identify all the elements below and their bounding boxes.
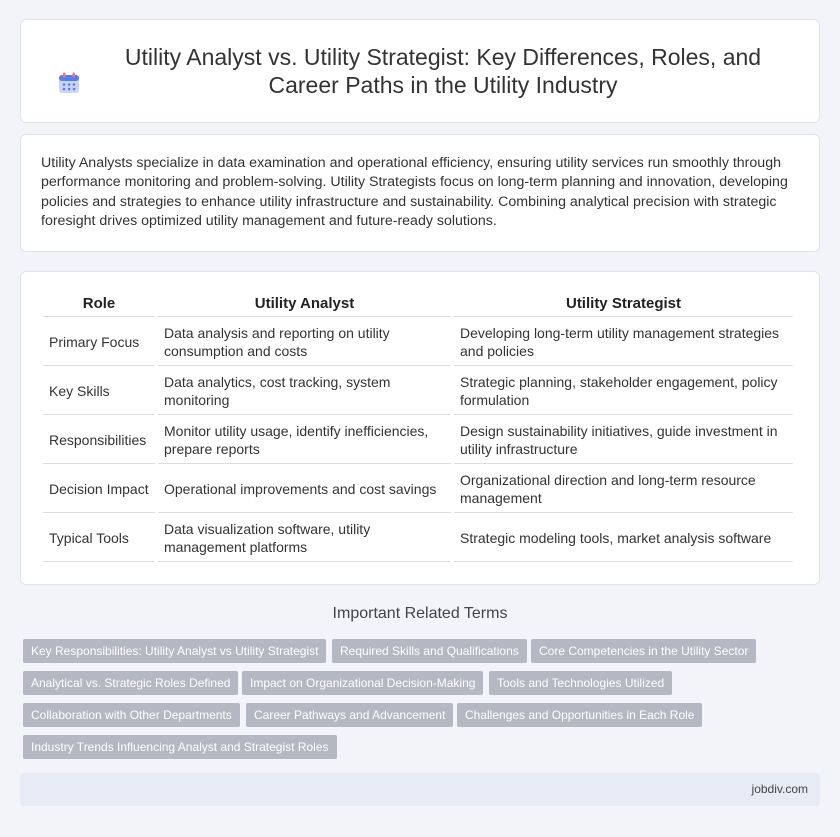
header-card: Utility Analyst vs. Utility Strategist: …: [20, 19, 820, 123]
strategist-cell: Strategic modeling tools, market analysi…: [454, 514, 793, 562]
header-analyst: Utility Analyst: [158, 291, 451, 317]
analyst-cell: Data visualization software, utility man…: [158, 514, 451, 562]
related-term-tag[interactable]: Collaboration with Other Departments: [23, 703, 240, 727]
row-label: Primary Focus: [43, 318, 155, 366]
table-row: Typical Tools Data visualization softwar…: [43, 514, 793, 562]
related-term-tag[interactable]: Challenges and Opportunities in Each Rol…: [457, 703, 703, 727]
related-term-tag[interactable]: Tools and Technologies Utilized: [489, 671, 673, 695]
analyst-cell: Monitor utility usage, identify ineffici…: [158, 416, 451, 464]
related-term-tag[interactable]: Industry Trends Influencing Analyst and …: [23, 735, 337, 759]
related-term-tag[interactable]: Analytical vs. Strategic Roles Defined: [23, 671, 239, 695]
table-row: Decision Impact Operational improvements…: [43, 465, 793, 513]
related-terms-title: Important Related Terms: [332, 605, 508, 622]
related-term-tag[interactable]: Key Responsibilities: Utility Analyst vs…: [23, 639, 327, 663]
related-term-tag[interactable]: Impact on Organizational Decision-Making: [242, 671, 484, 695]
page-title: Utility Analyst vs. Utility Strategist: …: [124, 44, 762, 98]
analyst-cell: Data analysis and reporting on utility c…: [158, 318, 451, 366]
strategist-cell: Developing long-term utility management …: [454, 318, 793, 366]
header-strategist: Utility Strategist: [454, 291, 793, 317]
strategist-cell: Organizational direction and long-term r…: [454, 465, 793, 513]
intro-card: Utility Analysts specialize in data exam…: [20, 134, 820, 252]
table-row: Key Skills Data analytics, cost tracking…: [43, 367, 793, 415]
strategist-cell: Strategic planning, stakeholder engageme…: [454, 367, 793, 415]
comparison-table-card: Role Utility Analyst Utility Strategist …: [20, 271, 820, 585]
calendar-icon: [59, 72, 79, 93]
table-row: Responsibilities Monitor utility usage, …: [43, 416, 793, 464]
row-label: Decision Impact: [43, 465, 155, 513]
comparison-table: Role Utility Analyst Utility Strategist …: [40, 290, 796, 563]
related-term-tag[interactable]: Required Skills and Qualifications: [332, 639, 527, 663]
related-term-tag[interactable]: Core Competencies in the Utility Sector: [531, 639, 757, 663]
strategist-cell: Design sustainability initiatives, guide…: [454, 416, 793, 464]
related-term-tag[interactable]: Career Pathways and Advancement: [246, 703, 454, 727]
table-row: Primary Focus Data analysis and reportin…: [43, 318, 793, 366]
footer: jobdiv.com: [20, 773, 820, 806]
intro-text: Utility Analysts specialize in data exam…: [41, 155, 788, 230]
header-role: Role: [43, 291, 155, 317]
row-label: Key Skills: [43, 367, 155, 415]
row-label: Typical Tools: [43, 514, 155, 562]
analyst-cell: Data analytics, cost tracking, system mo…: [158, 367, 451, 415]
analyst-cell: Operational improvements and cost saving…: [158, 465, 451, 513]
table-header-row: Role Utility Analyst Utility Strategist: [43, 291, 793, 317]
footer-site[interactable]: jobdiv.com: [751, 782, 808, 796]
row-label: Responsibilities: [43, 416, 155, 464]
